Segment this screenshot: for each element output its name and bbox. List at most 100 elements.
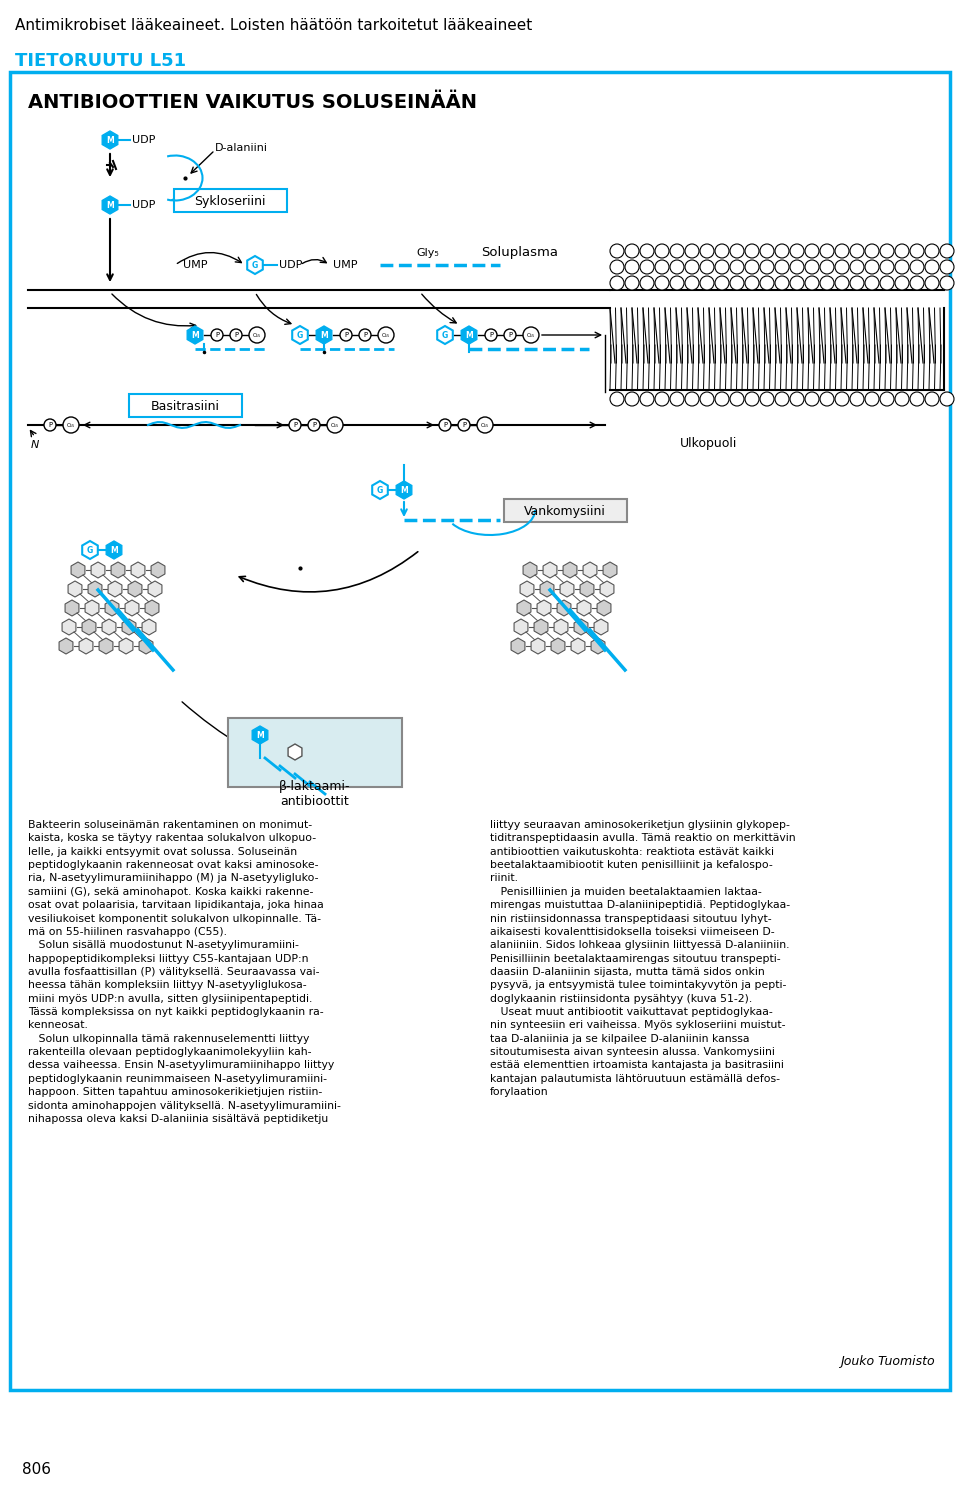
Circle shape (625, 393, 639, 406)
Circle shape (685, 244, 699, 258)
Circle shape (880, 276, 894, 289)
Polygon shape (99, 639, 113, 654)
Circle shape (458, 420, 470, 432)
Circle shape (940, 393, 954, 406)
Circle shape (925, 276, 939, 289)
Bar (10, 72, 950, 1390)
Circle shape (940, 244, 954, 258)
Circle shape (640, 244, 654, 258)
Polygon shape (102, 619, 116, 636)
Circle shape (820, 244, 834, 258)
Text: P: P (363, 331, 367, 337)
Circle shape (44, 420, 56, 432)
Circle shape (670, 244, 684, 258)
Text: G: G (377, 486, 383, 495)
Polygon shape (65, 600, 79, 616)
Circle shape (730, 244, 744, 258)
Polygon shape (540, 582, 554, 597)
Text: P: P (489, 331, 493, 337)
Circle shape (865, 276, 879, 289)
Polygon shape (523, 562, 537, 579)
Circle shape (850, 276, 864, 289)
Circle shape (865, 393, 879, 406)
Circle shape (327, 417, 343, 433)
Circle shape (835, 276, 849, 289)
Text: P: P (215, 331, 219, 337)
Text: C₅₅: C₅₅ (252, 333, 261, 337)
Circle shape (610, 393, 624, 406)
Circle shape (730, 259, 744, 274)
Circle shape (760, 393, 774, 406)
Polygon shape (396, 481, 412, 499)
Circle shape (790, 393, 804, 406)
Circle shape (625, 276, 639, 289)
Circle shape (308, 420, 320, 432)
Circle shape (745, 276, 759, 289)
Circle shape (715, 393, 729, 406)
Polygon shape (68, 582, 82, 597)
Polygon shape (437, 325, 453, 343)
Polygon shape (292, 325, 308, 343)
Circle shape (910, 259, 924, 274)
Circle shape (850, 259, 864, 274)
Circle shape (760, 244, 774, 258)
Text: N: N (31, 441, 39, 450)
Polygon shape (537, 600, 551, 616)
Polygon shape (511, 639, 525, 654)
Circle shape (880, 259, 894, 274)
Circle shape (289, 420, 301, 432)
Circle shape (685, 276, 699, 289)
Circle shape (610, 259, 624, 274)
Text: G: G (297, 330, 303, 339)
Polygon shape (288, 744, 302, 760)
Polygon shape (316, 325, 332, 343)
Circle shape (940, 259, 954, 274)
Circle shape (775, 259, 789, 274)
Circle shape (640, 393, 654, 406)
Polygon shape (107, 541, 122, 559)
Text: Sykloseriini: Sykloseriini (194, 195, 266, 207)
Circle shape (655, 276, 669, 289)
Text: UMP: UMP (333, 259, 357, 270)
Polygon shape (139, 639, 153, 654)
Circle shape (805, 259, 819, 274)
Text: C₅₅: C₅₅ (527, 333, 535, 337)
Polygon shape (571, 639, 585, 654)
Polygon shape (151, 562, 165, 579)
Circle shape (835, 244, 849, 258)
Circle shape (504, 328, 516, 340)
Polygon shape (517, 600, 531, 616)
Polygon shape (597, 600, 611, 616)
Text: M: M (320, 330, 328, 339)
Text: M: M (191, 330, 199, 339)
Text: P: P (462, 423, 466, 429)
Polygon shape (105, 600, 119, 616)
Circle shape (880, 393, 894, 406)
Text: Gly₅: Gly₅ (417, 247, 440, 258)
Polygon shape (187, 325, 203, 343)
Polygon shape (531, 639, 545, 654)
Polygon shape (591, 639, 605, 654)
Circle shape (760, 259, 774, 274)
Polygon shape (60, 639, 73, 654)
Polygon shape (132, 562, 145, 579)
Polygon shape (119, 639, 132, 654)
Text: Ulkopuoli: Ulkopuoli (680, 436, 737, 450)
Polygon shape (91, 562, 105, 579)
Polygon shape (62, 619, 76, 636)
Circle shape (670, 259, 684, 274)
Circle shape (835, 259, 849, 274)
Polygon shape (142, 619, 156, 636)
Polygon shape (102, 196, 118, 214)
Polygon shape (125, 600, 139, 616)
Text: D-alaniini: D-alaniini (215, 142, 268, 153)
Polygon shape (79, 639, 93, 654)
Circle shape (865, 259, 879, 274)
Text: P: P (234, 331, 238, 337)
Circle shape (359, 328, 371, 340)
Polygon shape (564, 562, 577, 579)
Circle shape (340, 328, 352, 340)
Circle shape (745, 259, 759, 274)
Circle shape (850, 393, 864, 406)
Text: liittyy seuraavan aminosokeriketjun glysiinin glykopep-
tiditranspeptidaasin avu: liittyy seuraavan aminosokeriketjun glys… (490, 820, 796, 1097)
